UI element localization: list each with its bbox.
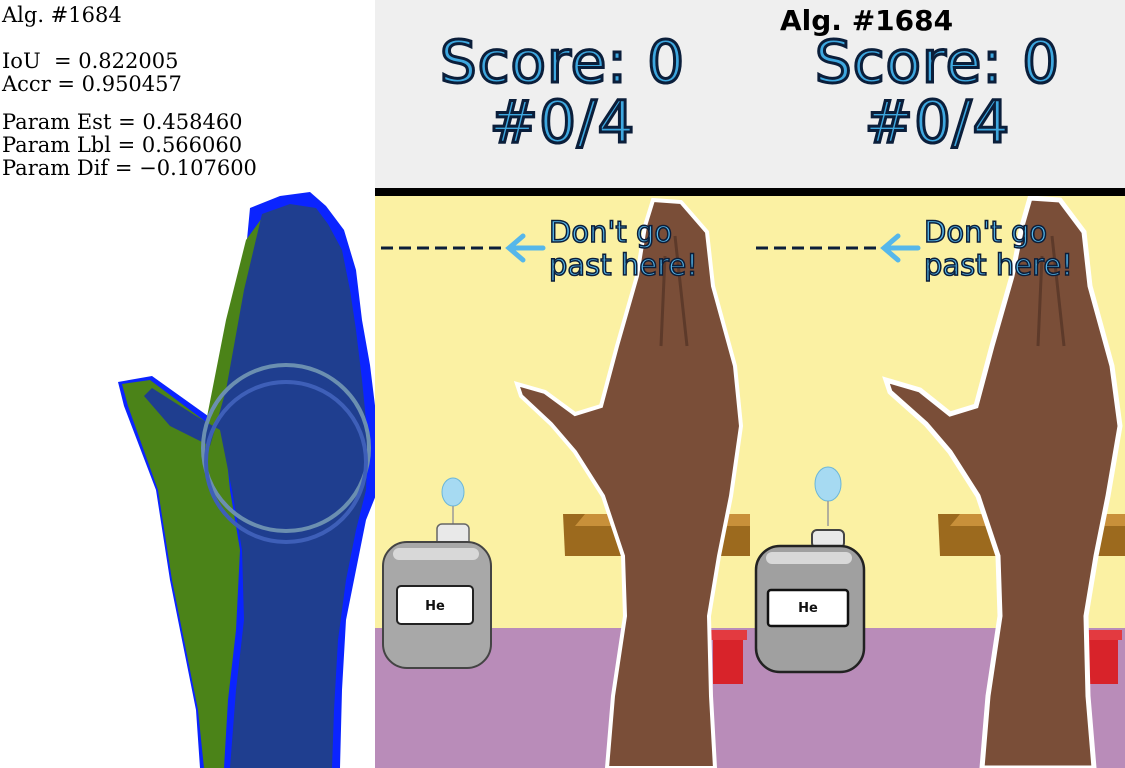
warning-line-2: past here! — [548, 248, 698, 283]
warning-text-left: Don't go past here! — [548, 215, 698, 283]
mask-label-region — [122, 218, 262, 768]
score-left: Score: 0 — [438, 27, 686, 98]
tank-label: He — [798, 601, 818, 616]
iou-value: IoU = 0.822005 — [2, 49, 179, 73]
hand-shading — [659, 235, 689, 347]
hud-algorithm-id: Alg. #1684 — [780, 4, 954, 37]
gift-lid — [709, 630, 747, 640]
arrow-left-icon — [505, 233, 546, 263]
gift-box — [1088, 636, 1118, 684]
param-estimate: Param Est = 0.458460 — [2, 110, 243, 134]
param-label: Param Lbl = 0.566060 — [2, 133, 243, 157]
param-difference: Param Dif = −0.107600 — [2, 156, 257, 180]
warning-line-2: past here! — [923, 248, 1073, 283]
hand-photo — [882, 196, 1123, 768]
warning-line-1: Don't go — [923, 215, 1048, 250]
scene-right: He — [750, 196, 1125, 768]
hud-divider — [375, 188, 1125, 196]
warning-text-right: Don't go past here! — [923, 215, 1073, 283]
balloon — [441, 477, 465, 507]
hand-photo — [513, 197, 744, 768]
tank-label: He — [425, 599, 445, 614]
progress-right: #0/4 — [863, 87, 1011, 158]
gift-lid — [1084, 630, 1122, 640]
metrics-panel: Alg. #1684 IoU = 0.822005 Accr = 0.95045… — [0, 0, 375, 190]
game-area: Alg. #1684 Score: 0 #0/4 Score: 0 #0/4 — [375, 0, 1125, 768]
gift-box — [713, 636, 743, 684]
hud: Alg. #1684 Score: 0 #0/4 Score: 0 #0/4 — [375, 0, 1125, 188]
accuracy-value: Accr = 0.950457 — [2, 72, 182, 96]
helium-tank: He — [754, 529, 866, 674]
hand-shading — [1036, 235, 1066, 347]
balloon — [814, 466, 842, 502]
game-view-left: He Don't go past here! — [375, 196, 750, 768]
helium-tank: He — [382, 523, 492, 669]
palm-circle-label — [204, 380, 368, 544]
mask-estimate-region — [144, 204, 368, 768]
warning-line-1: Don't go — [548, 215, 673, 250]
progress-left: #0/4 — [488, 87, 636, 158]
score-right: Score: 0 — [813, 27, 1061, 98]
algorithm-id: Alg. #1684 — [2, 3, 122, 27]
arrow-left-icon — [880, 233, 921, 263]
game-view-right: He Don't go past here! — [750, 196, 1125, 768]
segmentation-mask-view — [118, 192, 375, 768]
scene-left: He — [375, 196, 750, 768]
palm-circle-estimate — [201, 363, 371, 533]
